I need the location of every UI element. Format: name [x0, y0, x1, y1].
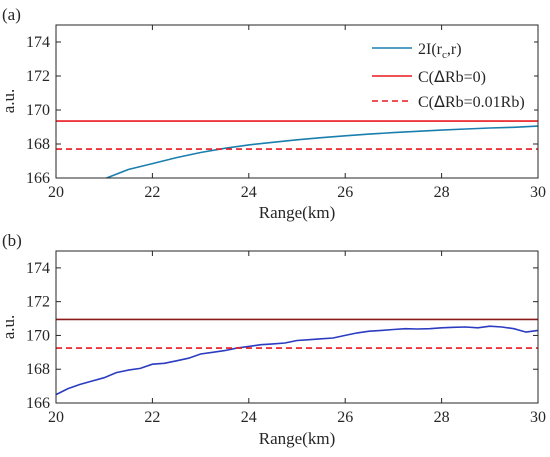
series-line-b-1: [55, 325, 539, 396]
legend-label-series-3-delta: Δ: [434, 92, 445, 111]
legend-label-series-3-part3: Rb=0.01Rb): [445, 94, 525, 111]
legend-label-series-1-part1: 2I(r: [418, 41, 443, 58]
legend-label-series-1-subscript: c: [442, 49, 447, 61]
legend-label-series-2-part3: Rb=0): [445, 69, 486, 86]
legend-label-series-1-part3: ,r): [447, 41, 462, 58]
y-tick-label-b-170: 170: [26, 327, 50, 344]
y-tick-label-b-172: 172: [26, 294, 50, 311]
x-tick-label-b-20: 20: [48, 409, 64, 426]
x-tick-label-b-28: 28: [434, 409, 450, 426]
legend-label-series-2-part1: C(: [418, 69, 434, 86]
legend-label-series-2: C(ΔRb=0): [418, 67, 486, 86]
x-tick-label-a-20: 20: [48, 184, 64, 201]
y-axis-label-a: a.u.: [0, 89, 18, 114]
tick-layer-b: 20 22 24 26 28 30 166 168 170 172 174: [26, 251, 546, 426]
panel-label-a: (a): [2, 5, 21, 24]
axes-frame-b: [55, 250, 539, 404]
y-tick-label-b-174: 174: [26, 260, 50, 277]
y-tick-label-b-166: 166: [26, 395, 50, 412]
x-tick-label-b-26: 26: [337, 409, 353, 426]
series-layer-a: [56, 120, 539, 179]
tick-layer-a: 20 22 24 26 28 30 166 168 170 172 174: [26, 25, 546, 201]
series-layer-b: [55, 318, 539, 396]
x-axis-label-a: Range(km): [259, 203, 335, 222]
x-tick-label-b-30: 30: [530, 409, 546, 426]
x-axis-label-b: Range(km): [259, 429, 335, 448]
x-tick-label-b-22: 22: [144, 409, 160, 426]
x-tick-label-a-22: 22: [144, 184, 160, 201]
y-tick-label-b-168: 168: [26, 361, 50, 378]
panel-a: (a) 20 22 24 26 28 30 166 168 170 172 174 a.u. Ran…: [0, 5, 546, 222]
panel-label-b: (b): [2, 231, 22, 250]
axes-frame-a: [55, 24, 539, 179]
y-tick-label-a-172: 172: [26, 68, 50, 85]
series-line-a-1: [106, 125, 539, 179]
panel-b: (b) 20 22 24 26 28 30 166 168 170 172 174 a.u. Ran…: [0, 231, 546, 448]
legend: 2I(rc,r) C(ΔRb=0) C(ΔRb=0.01Rb): [362, 31, 534, 113]
legend-label-series-3: C(ΔRb=0.01Rb): [418, 92, 525, 111]
y-tick-label-a-168: 168: [26, 136, 50, 153]
y-tick-label-a-170: 170: [26, 102, 50, 119]
legend-box: [362, 31, 534, 113]
x-tick-label-a-30: 30: [530, 184, 546, 201]
x-tick-label-a-24: 24: [241, 184, 257, 201]
y-tick-label-a-166: 166: [26, 170, 50, 187]
legend-label-series-1: 2I(rc,r): [418, 41, 462, 61]
x-tick-label-a-28: 28: [434, 184, 450, 201]
x-tick-label-b-24: 24: [241, 409, 257, 426]
y-tick-label-a-174: 174: [26, 34, 50, 51]
y-axis-label-b: a.u.: [0, 315, 18, 340]
legend-label-series-3-part1: C(: [418, 94, 434, 111]
x-tick-label-a-26: 26: [337, 184, 353, 201]
legend-label-series-2-delta: Δ: [434, 67, 445, 86]
